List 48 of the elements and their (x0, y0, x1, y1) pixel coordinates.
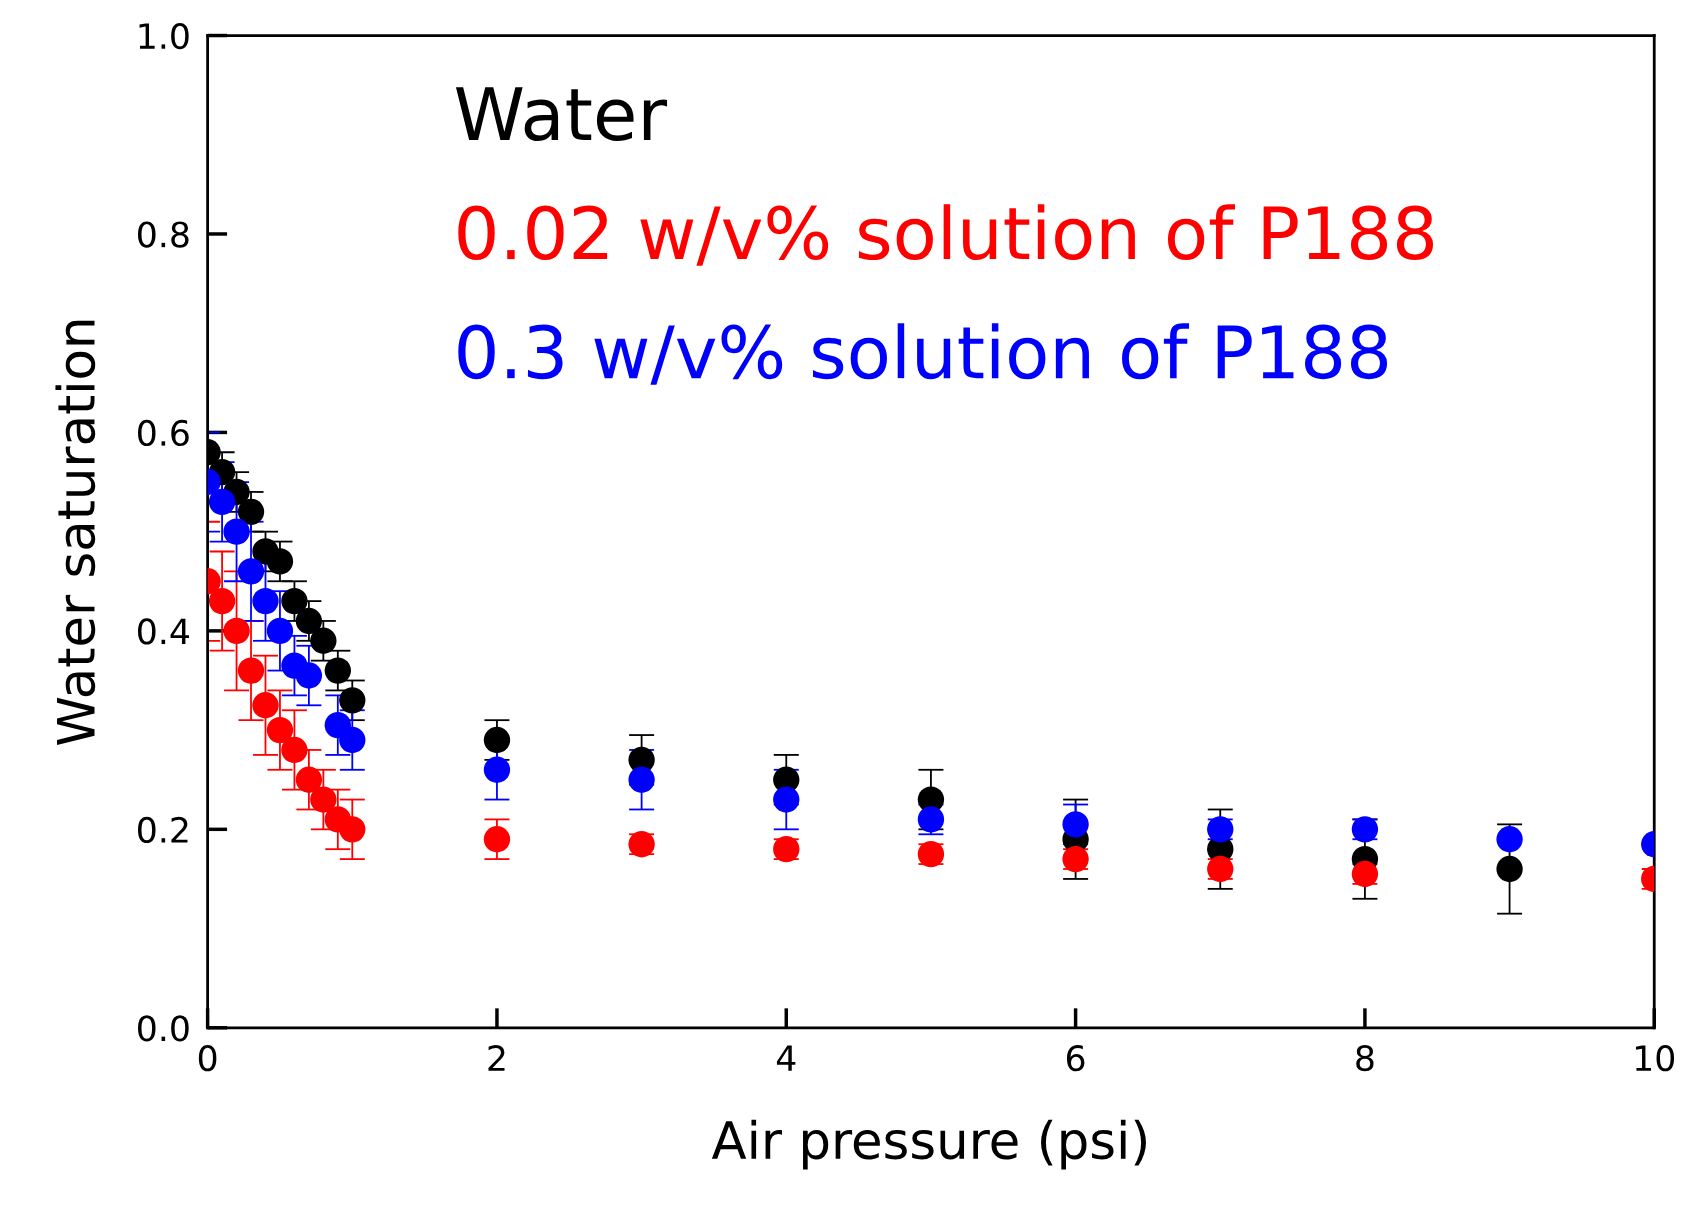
y-tick-label: 0.8 (138, 221, 189, 248)
x-tick-label: 10 (1635, 1045, 1675, 1072)
point (266, 716, 294, 744)
point (483, 756, 511, 783)
point (483, 826, 511, 853)
point (339, 726, 366, 754)
y-tick-label: 0.2 (138, 816, 188, 844)
point (281, 736, 308, 764)
point (324, 657, 351, 684)
point (628, 766, 655, 793)
point (266, 548, 294, 575)
y-tick-label: 0.0 (138, 1015, 189, 1042)
text: 0.02 w/v% solution of P188 (458, 204, 1434, 266)
point (237, 498, 265, 525)
point (295, 607, 323, 635)
point (339, 687, 366, 714)
point (310, 786, 337, 813)
point (237, 558, 265, 585)
point (483, 726, 511, 754)
point (266, 617, 294, 645)
point (1062, 811, 1089, 838)
point (339, 816, 366, 843)
point (223, 518, 250, 545)
x-tick-label: 6 (1066, 1045, 1085, 1072)
point (295, 766, 323, 793)
point (237, 657, 265, 684)
x-tick-label: 2 (488, 1045, 505, 1071)
point (223, 617, 250, 645)
text: 0.3 w/v% solution of P188 (458, 323, 1388, 385)
point (295, 662, 323, 689)
point (252, 692, 279, 719)
x-tick-label: 4 (776, 1045, 796, 1071)
point (310, 627, 337, 654)
point (1496, 855, 1523, 883)
point (208, 488, 236, 516)
x-axis-title: Air pressure (psi) (711, 1119, 1146, 1170)
point (1496, 826, 1523, 853)
y-axis-title: Water saturation (55, 320, 96, 746)
point (252, 587, 279, 615)
y-tick-label: 1.0 (139, 22, 189, 50)
x-tick-label: 8 (1356, 1045, 1374, 1072)
point (281, 587, 308, 615)
y-tick-label: 0.4 (138, 618, 190, 645)
x-tick-label: 0 (198, 1045, 217, 1072)
point (773, 786, 800, 813)
point (208, 587, 236, 615)
text: Water (455, 87, 668, 142)
y-tick-label: 0.6 (138, 419, 189, 447)
